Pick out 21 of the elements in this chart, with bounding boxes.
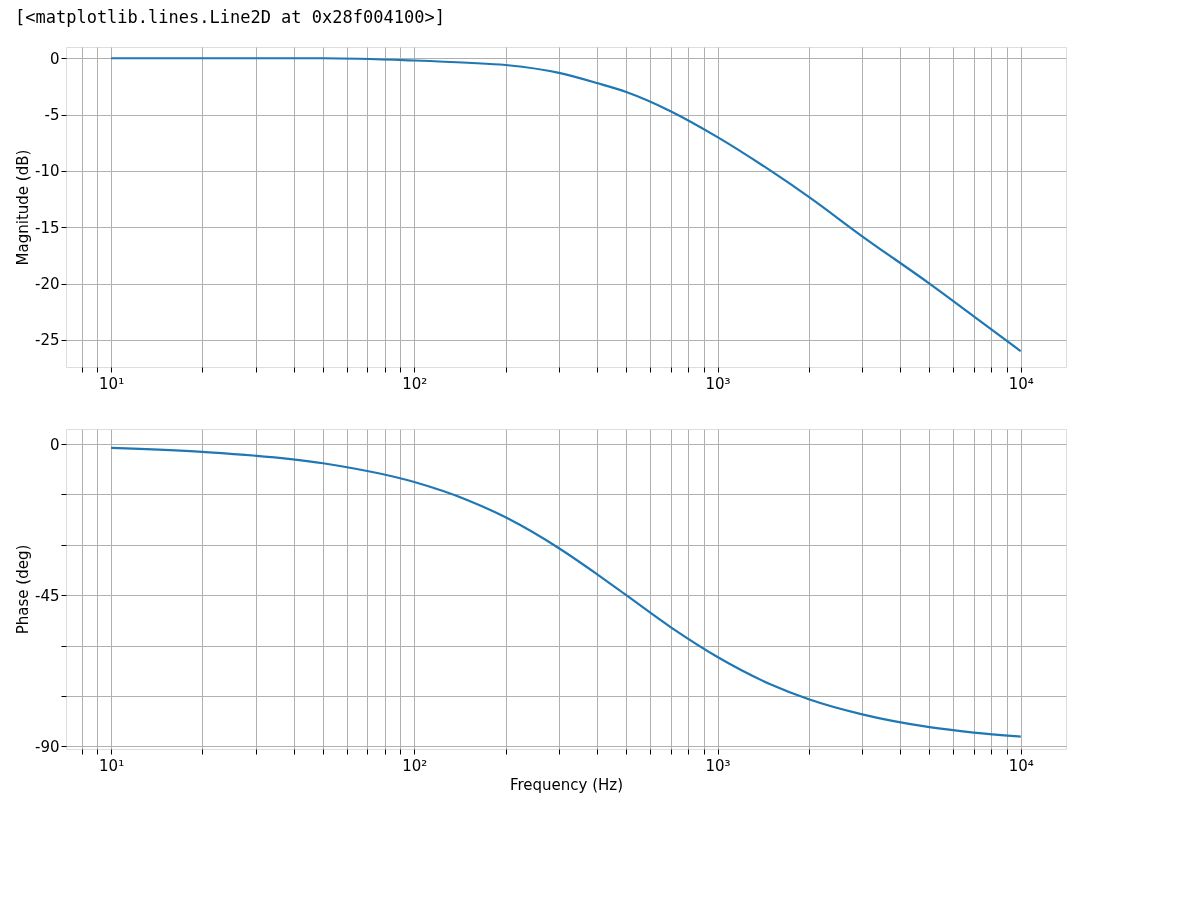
x-tick-label: 10³ <box>705 756 731 775</box>
y-tick-label: -5 <box>44 106 60 125</box>
y-tick-label: -90 <box>35 737 60 756</box>
y-tick-label: 0 <box>49 49 60 68</box>
y-tick-label: -20 <box>35 275 60 294</box>
y-tick-label: -15 <box>35 218 60 237</box>
y-tick-label: -25 <box>35 331 60 350</box>
y-axis-title: Magnitude (dB) <box>14 149 32 266</box>
x-tick-label: 10¹ <box>99 374 125 393</box>
y-tick-label: -45 <box>35 586 60 605</box>
x-tick-label: 10³ <box>705 374 731 393</box>
x-tick-label: 10² <box>402 756 428 775</box>
y-tick-label: -10 <box>35 162 60 181</box>
x-tick-label: 10⁴ <box>1008 374 1034 393</box>
x-axis-title: Frequency (Hz) <box>509 775 624 794</box>
text: [<matplotlib.lines.Line2D at 0x28f004100>] <box>15 6 445 27</box>
y-tick-label: 0 <box>49 435 60 454</box>
x-tick-label: 10¹ <box>99 756 125 775</box>
y-axis-title: Phase (deg) <box>14 544 32 635</box>
x-tick-label: 10² <box>402 374 428 393</box>
x-tick-label: 10⁴ <box>1008 756 1034 775</box>
